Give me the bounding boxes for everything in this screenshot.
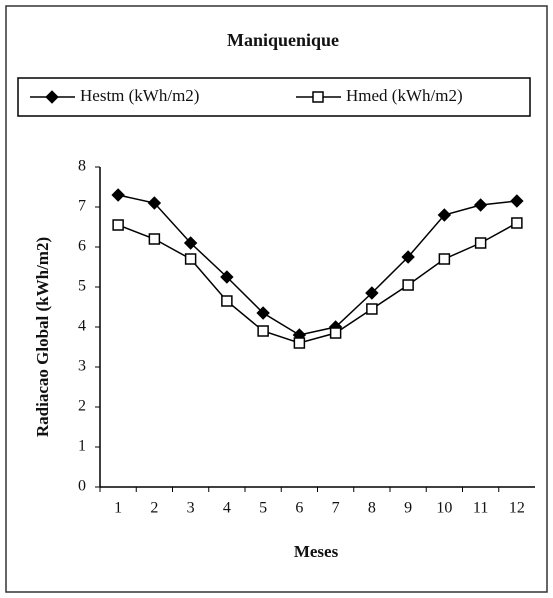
data-point <box>438 253 451 265</box>
y-axis-label: Radiacao Global (kWh/m2) <box>33 237 52 437</box>
data-point <box>184 253 197 265</box>
data-point <box>220 270 234 284</box>
x-tick-label: 5 <box>259 500 267 517</box>
y-tick-label: 0 <box>78 478 86 495</box>
x-tick-label: 3 <box>187 500 195 517</box>
x-tick-label: 11 <box>473 500 488 517</box>
chart-title: Maniquenique <box>227 30 339 50</box>
x-tick-label: 10 <box>436 500 452 517</box>
legend-box <box>17 77 531 117</box>
legend-label: Hestm (kWh/m2) <box>80 86 199 105</box>
data-point <box>147 196 162 210</box>
y-tick-label: 8 <box>78 158 86 175</box>
data-point <box>511 217 523 229</box>
chart-border <box>5 5 548 593</box>
x-tick-label: 12 <box>509 500 525 517</box>
series-line <box>117 222 518 344</box>
series-line <box>117 194 517 336</box>
data-point <box>221 295 233 307</box>
x-tick-label: 9 <box>404 500 412 517</box>
y-tick-label: 2 <box>78 398 86 415</box>
legend-marker <box>45 90 59 104</box>
x-tick-label: 6 <box>295 500 303 517</box>
data-point <box>112 219 124 231</box>
data-point <box>111 188 125 202</box>
y-tick-label: 4 <box>78 318 86 335</box>
x-tick-label: 2 <box>150 500 158 517</box>
y-tick-label: 6 <box>78 238 86 255</box>
y-tick-label: 7 <box>78 198 86 215</box>
legend-marker <box>312 91 324 103</box>
legend-label: Hmed (kWh/m2) <box>346 86 463 105</box>
x-tick-label: 4 <box>223 500 231 517</box>
data-point <box>473 198 488 212</box>
data-point <box>329 327 342 339</box>
x-tick-label: 8 <box>368 500 376 517</box>
data-point <box>474 237 487 249</box>
data-point <box>256 306 270 320</box>
y-tick-label: 3 <box>78 358 86 375</box>
data-point <box>365 286 379 300</box>
x-axis-label: Meses <box>294 542 339 561</box>
data-point <box>510 194 524 208</box>
x-tick-label: 7 <box>332 500 340 517</box>
data-point <box>293 337 306 349</box>
data-point <box>401 250 415 264</box>
data-point <box>183 236 198 250</box>
data-point <box>148 233 161 245</box>
data-point <box>257 325 269 337</box>
y-tick-label: 1 <box>78 438 86 455</box>
data-point <box>402 279 414 291</box>
data-point <box>437 208 452 222</box>
x-tick-label: 1 <box>114 500 122 517</box>
y-tick-label: 5 <box>78 278 86 295</box>
data-point <box>366 303 378 315</box>
